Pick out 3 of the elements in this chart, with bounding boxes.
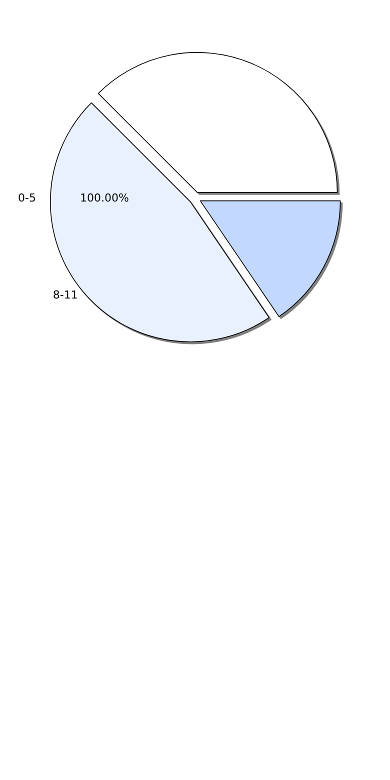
slice-label: 8-11 <box>52 288 78 302</box>
text: 100.00% <box>80 192 129 204</box>
text: 0-5 <box>18 192 36 204</box>
